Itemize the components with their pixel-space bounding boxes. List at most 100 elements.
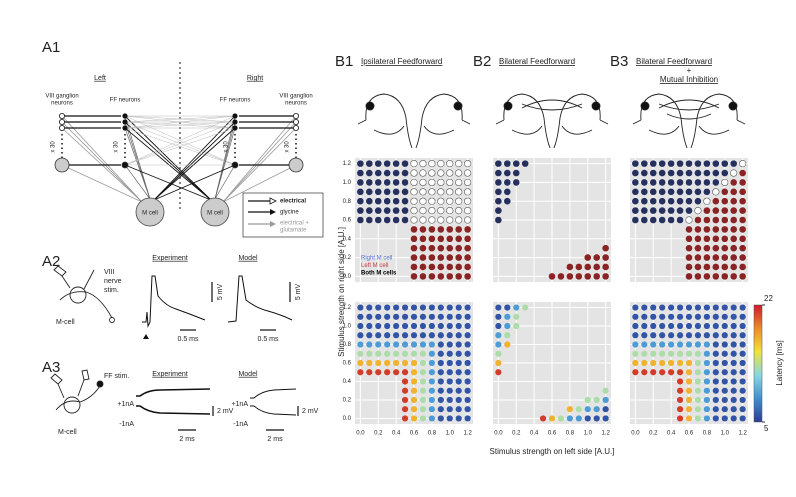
x-tick-label: 0.4: [392, 431, 401, 437]
current-label: -1nA: [233, 421, 248, 428]
response-dot: [694, 188, 702, 196]
latency-dot: [375, 313, 382, 320]
latency-dot: [428, 350, 435, 357]
response-dot: [658, 207, 666, 214]
latency-dot: [464, 359, 471, 367]
response-dot: [721, 273, 729, 280]
latency-dot: [739, 359, 746, 367]
stim-label: FF stim.: [104, 373, 129, 380]
response-dot: [401, 207, 409, 214]
response-dot: [694, 207, 702, 215]
latency-dot: [446, 369, 453, 376]
response-dot: [649, 207, 657, 214]
response-dot: [383, 188, 391, 196]
latency-dot: [437, 406, 444, 413]
y-tick-label: 0.0: [343, 274, 352, 280]
latency-dot: [694, 387, 702, 394]
response-dot: [419, 226, 427, 233]
response-dot: [721, 160, 729, 167]
latency-dot: [464, 313, 471, 320]
group-label: VIII ganglion: [45, 94, 78, 100]
response-dot: [658, 188, 666, 196]
latency-dot: [703, 332, 710, 339]
latency-dot: [419, 396, 427, 404]
latency-dot: [668, 332, 675, 339]
response-dot: [464, 188, 472, 196]
latency-dot: [428, 396, 435, 404]
latency-dot: [464, 322, 471, 330]
latency-dot: [584, 406, 591, 413]
response-dot: [676, 216, 684, 224]
latency-dot: [428, 369, 435, 376]
latency-dot: [739, 369, 746, 376]
latency-dot: [375, 332, 382, 339]
latency-dot: [366, 313, 373, 320]
legend-text: Right M cell: [361, 256, 392, 262]
latency-dot: [650, 369, 657, 376]
response-dot: [712, 235, 720, 243]
response-dot: [366, 188, 373, 196]
response-dot: [374, 197, 382, 205]
neuron: [232, 113, 238, 119]
latency-dot: [464, 350, 471, 357]
response-dot: [712, 273, 720, 280]
response-dot: [721, 169, 729, 177]
x-tick-label: 1.0: [721, 431, 730, 437]
latency-dot: [676, 415, 684, 422]
latency-dot: [437, 332, 444, 339]
response-dot: [401, 197, 409, 205]
latency-dot: [566, 415, 573, 422]
latency-dot: [730, 341, 737, 348]
latency-dot: [504, 313, 511, 320]
response-dot: [649, 197, 657, 205]
latency-dot: [495, 350, 502, 357]
response-dot: [437, 188, 445, 196]
response-dot: [739, 235, 746, 243]
latency-dot: [401, 359, 409, 367]
latency-dot: [739, 304, 746, 311]
response-dot: [703, 226, 711, 233]
latency-dot: [446, 406, 453, 413]
latency-dot: [393, 332, 400, 339]
response-dot: [464, 244, 471, 252]
response-dot: [703, 160, 711, 167]
response-dot: [721, 207, 729, 214]
latency-dot: [721, 406, 728, 413]
response-dot: [649, 216, 657, 224]
latency-dot: [632, 369, 639, 376]
latency-dot: [428, 387, 435, 394]
response-dot: [632, 179, 639, 186]
response-dot: [446, 160, 454, 168]
latency-dot: [668, 350, 675, 357]
soma: [453, 101, 463, 111]
response-dot: [641, 197, 648, 205]
latency-dot: [694, 341, 702, 348]
response-dot: [446, 226, 454, 233]
latency-dot: [366, 304, 373, 311]
latency-dot: [419, 378, 427, 385]
response-dot: [374, 160, 382, 167]
latency-dot: [641, 359, 648, 367]
response-dot: [446, 273, 454, 280]
response-dot: [419, 235, 427, 243]
response-dot: [495, 216, 502, 224]
latency-dot: [455, 341, 462, 348]
response-dot: [712, 244, 720, 252]
response-dot: [401, 179, 409, 186]
group-label: neurons: [285, 101, 307, 107]
legend-text: electrical +: [280, 221, 309, 227]
response-dot: [374, 207, 382, 214]
latency-dot: [721, 350, 728, 357]
connection: [124, 164, 212, 201]
response-dot: [712, 216, 720, 224]
response-dot: [428, 216, 436, 224]
circuit-icon: [495, 93, 609, 149]
response-dot: [632, 188, 639, 196]
latency-dot: [446, 341, 453, 348]
latency-dot: [437, 396, 444, 404]
response-dot: [593, 254, 600, 261]
response-dot: [366, 216, 373, 224]
latency-dot: [602, 396, 609, 404]
latency-dot: [712, 378, 719, 385]
response-dot: [739, 160, 747, 168]
